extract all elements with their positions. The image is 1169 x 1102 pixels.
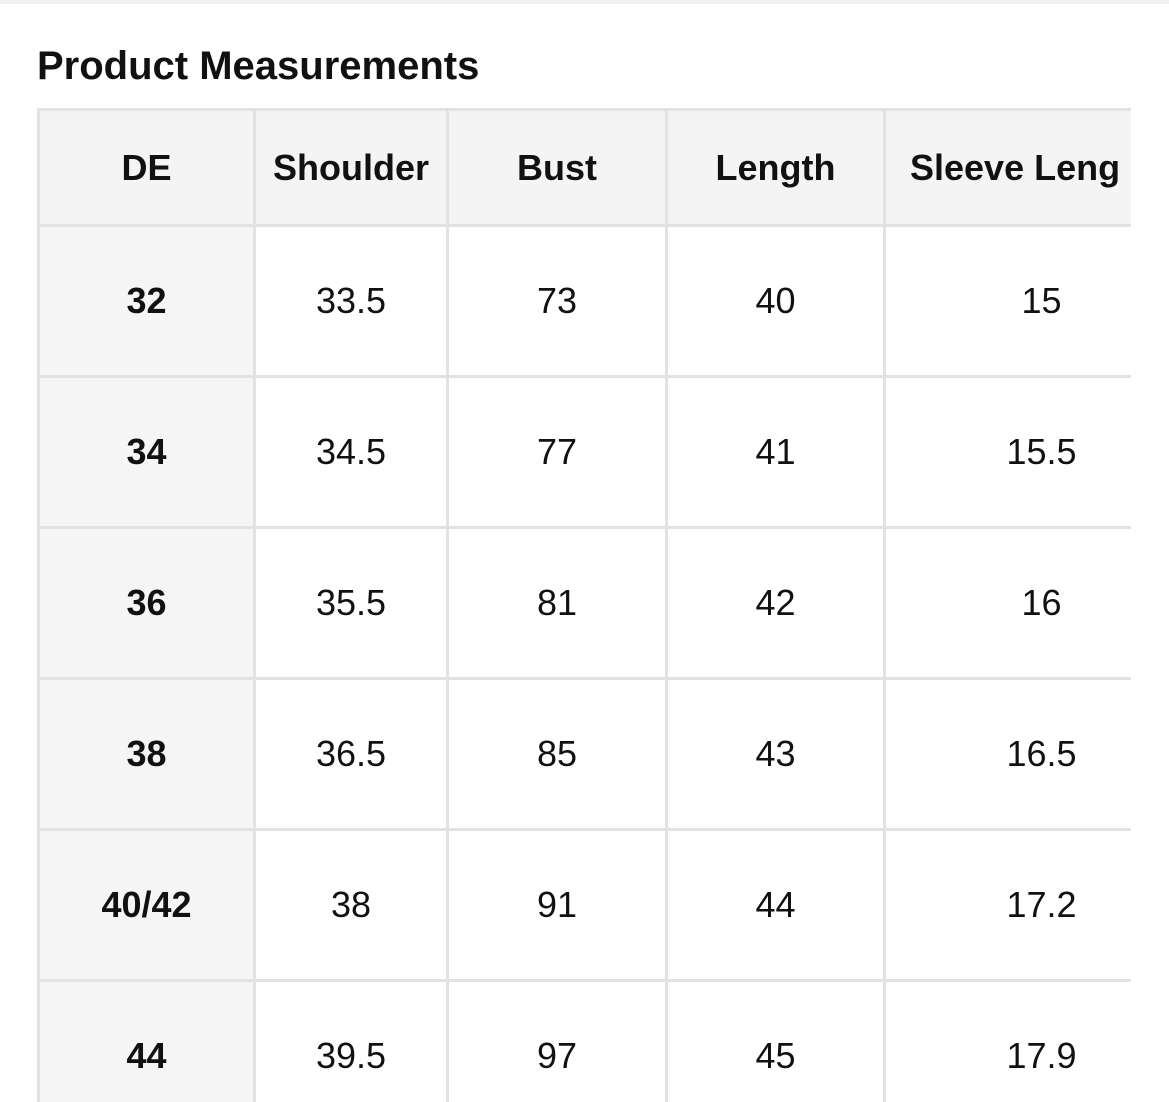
column-header: Shoulder [253,108,449,227]
cell: 17.9 [883,979,1131,1102]
table-row: 32 33.5 73 40 15 [37,224,1131,378]
cell: 41 [665,375,886,529]
cell: 40 [665,224,886,378]
cell: 33.5 [253,224,449,378]
cell: 77 [446,375,668,529]
table-body: 32 33.5 73 40 15 34 34.5 77 41 15.5 36 35.5 81 42 16 38… [37,224,1131,1102]
table-row: 44 39.5 97 45 17.9 [37,979,1131,1102]
title: Product Measurements [37,44,480,88]
cell: 43 [665,677,886,831]
cell: 85 [446,677,668,831]
cell: 42 [665,526,886,680]
column-header: DE [37,108,256,227]
table-row: 36 35.5 81 42 16 [37,526,1131,680]
cell: 34.5 [253,375,449,529]
cell: 44 [665,828,886,982]
cell: 91 [446,828,668,982]
cell: 38 [253,828,449,982]
cell: 39.5 [253,979,449,1102]
size-label: 40/42 [37,828,256,982]
cell: 81 [446,526,668,680]
cell: 15.5 [883,375,1131,529]
cell: 17.2 [883,828,1131,982]
column-header: Bust [446,108,668,227]
table-wrapper: DE Shoulder Bust Length Sleeve Leng 32 33.5 73… [37,108,1131,1102]
size-label: 34 [37,375,256,529]
cell: 16.5 [883,677,1131,831]
size-label: 36 [37,526,256,680]
table-row: 38 36.5 85 43 16.5 [37,677,1131,831]
table-row: 40/42 38 91 44 17.2 [37,828,1131,982]
cell: 73 [446,224,668,378]
table-row: 34 34.5 77 41 15.5 [37,375,1131,529]
cell: 15 [883,224,1131,378]
cell: 97 [446,979,668,1102]
cell: 35.5 [253,526,449,680]
cell: 36.5 [253,677,449,831]
size-label: 38 [37,677,256,831]
size-label: 44 [37,979,256,1102]
top-bar [0,0,1169,4]
size-label: 32 [37,224,256,378]
column-header: Length [665,108,886,227]
measurement-table: DE Shoulder Bust Length Sleeve Leng 32 33.5 73… [37,108,1131,1102]
cell: 45 [665,979,886,1102]
cell: 16 [883,526,1131,680]
column-header: Sleeve Leng [883,108,1131,227]
header-row: DE Shoulder Bust Length Sleeve Leng [37,108,1131,227]
